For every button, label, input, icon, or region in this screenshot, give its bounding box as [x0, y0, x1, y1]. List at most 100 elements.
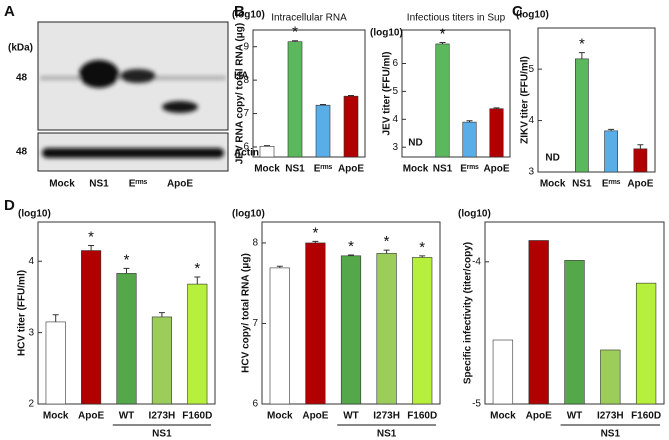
- error-bar: [264, 145, 270, 147]
- error-bar: [608, 128, 615, 131]
- bar: [528, 240, 549, 405]
- note: ND: [545, 153, 559, 164]
- bar: [574, 58, 589, 173]
- panel-label: C: [512, 3, 523, 20]
- y-tick-label: 6: [243, 142, 249, 153]
- y-unit: (log10): [458, 209, 491, 220]
- bar: [45, 321, 66, 405]
- plot-frame: [252, 29, 366, 158]
- group-label: NS1: [601, 429, 621, 440]
- significance-mark: *: [194, 260, 200, 277]
- y-unit: (log10): [232, 10, 265, 21]
- bar: [187, 283, 208, 405]
- western-blot: [37, 21, 229, 172]
- x-tick-label: Mock: [267, 411, 293, 422]
- y-tick-label: -5: [472, 399, 481, 410]
- lane-label: ApoE: [167, 179, 193, 190]
- error-bar: [320, 104, 326, 106]
- bar: [412, 257, 433, 405]
- y-tick-label: 3: [28, 327, 34, 338]
- bar: [492, 339, 514, 405]
- group-label: NS1: [152, 429, 172, 440]
- chart-title: Infectious titers in Sup: [407, 13, 506, 24]
- x-tick-label: WT: [343, 411, 359, 422]
- bar: [269, 267, 290, 405]
- y-tick-label: 8: [243, 75, 249, 86]
- error-bar: [419, 255, 426, 258]
- y-tick-label: 6: [252, 399, 258, 410]
- significance-mark: *: [440, 26, 446, 43]
- bar: [116, 273, 137, 405]
- bar: [462, 121, 477, 158]
- x-tick-label: I273H: [149, 411, 176, 422]
- significance-mark: *: [384, 233, 390, 250]
- x-tick-label: I273H: [597, 411, 624, 422]
- x-tick-label: Mock: [403, 164, 429, 175]
- bar: [259, 146, 275, 158]
- bar: [564, 260, 585, 405]
- error-bar: [466, 120, 473, 123]
- y-axis-label: ZIKV titer (FFU/ml): [520, 56, 531, 144]
- lane-label: Mock: [49, 179, 75, 190]
- panel-label: D: [4, 197, 15, 214]
- blot-marker: 48: [16, 73, 28, 84]
- bar: [604, 130, 619, 173]
- x-tick-label: I273H: [373, 411, 400, 422]
- y-tick-label: 4: [28, 256, 34, 267]
- error-bar: [312, 240, 319, 243]
- y-tick-label: 2: [28, 399, 34, 410]
- note: ND: [408, 138, 422, 149]
- error-bar: [578, 52, 585, 59]
- error-bar: [88, 245, 95, 251]
- significance-mark: *: [312, 224, 318, 241]
- bar: [600, 349, 621, 405]
- x-tick-label: F160D: [182, 411, 212, 422]
- x-tick-label: ApoE: [526, 411, 552, 422]
- y-tick-label: 4: [392, 114, 398, 125]
- x-tick-label: WT: [567, 411, 583, 422]
- y-tick-label: 7: [243, 108, 249, 119]
- bar: [489, 108, 504, 158]
- x-tick-label: NS1: [285, 164, 305, 175]
- plot-frame: [401, 29, 511, 158]
- error-bar: [383, 249, 390, 254]
- bar: [287, 41, 303, 158]
- y-tick-label: 8: [252, 238, 258, 249]
- y-tick-label: 9: [243, 41, 249, 52]
- significance-mark: *: [292, 24, 298, 41]
- y-unit: (log10): [18, 209, 51, 220]
- bar: [343, 95, 359, 158]
- x-tick-label: ApoE: [302, 411, 328, 422]
- x-tick-label: Eʳᵐˢ: [314, 164, 333, 175]
- significance-mark: *: [419, 239, 425, 256]
- y-tick-label: 4: [528, 115, 534, 126]
- error-bar: [194, 276, 201, 285]
- x-tick-label: F160D: [407, 411, 437, 422]
- error-bar: [292, 40, 298, 42]
- significance-mark: *: [579, 36, 585, 53]
- x-tick-label: F160D: [631, 411, 661, 422]
- blot-band-label: Actin: [234, 148, 259, 159]
- bar: [315, 104, 331, 158]
- blot-marker: 48: [16, 147, 28, 158]
- y-tick-label: -4: [472, 256, 481, 267]
- blot-band-label: HA: [234, 71, 248, 82]
- y-tick-label: 6: [392, 58, 398, 69]
- y-axis-label: JEV RNA copy/ total RNA (μg): [235, 23, 246, 165]
- y-unit: (log10): [370, 28, 403, 39]
- error-bar: [439, 42, 446, 44]
- lane-label: Eʳᵐˢ: [129, 179, 148, 190]
- y-axis-label: HCV titer (FFU/ml): [17, 270, 28, 356]
- error-bar: [123, 267, 130, 274]
- x-tick-label: ApoE: [627, 179, 653, 190]
- x-tick-label: Mock: [43, 411, 69, 422]
- error-bar: [348, 254, 354, 256]
- bar: [376, 253, 397, 405]
- x-tick-label: ApoE: [78, 411, 104, 422]
- significance-mark: *: [88, 229, 94, 246]
- group-label: NS1: [377, 429, 397, 440]
- x-tick-label: Eʳᵐˢ: [602, 179, 621, 190]
- error-bar: [637, 144, 644, 149]
- bar: [81, 250, 102, 405]
